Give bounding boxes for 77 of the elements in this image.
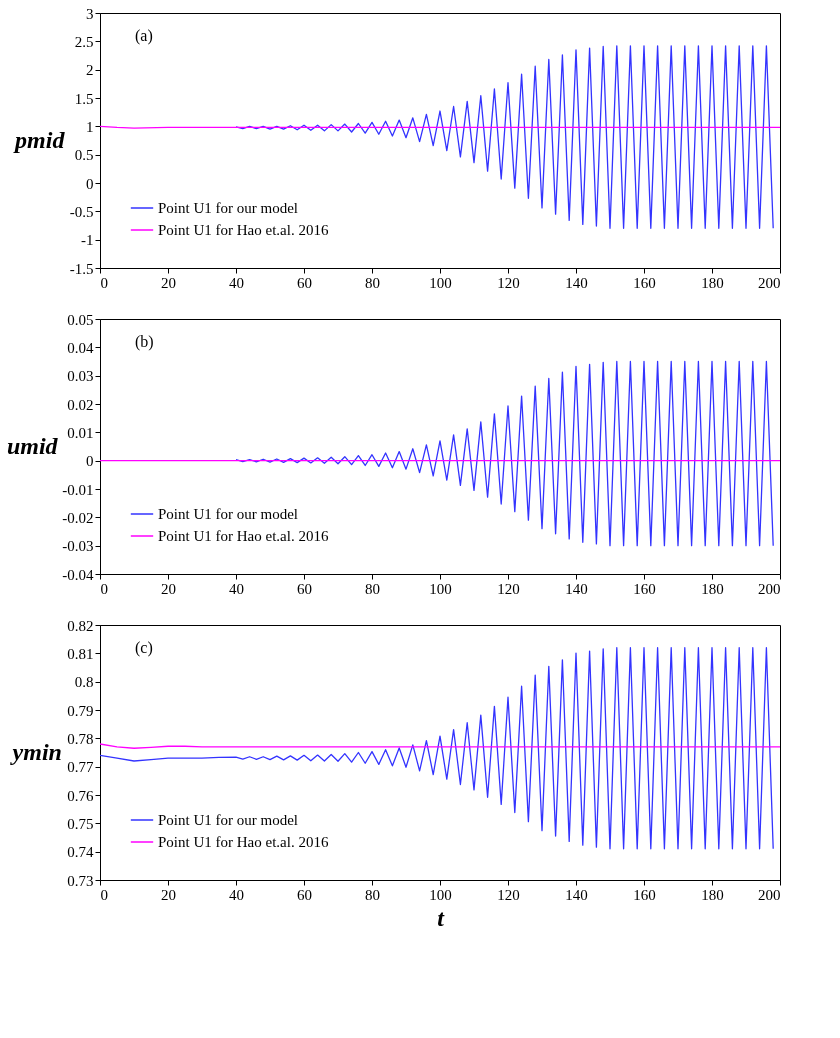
x-tick-label: 20 — [161, 886, 176, 903]
y-tick-label: 0.04 — [67, 339, 94, 356]
y-tick-label: 0.77 — [67, 759, 94, 776]
y-axis-title: umid — [6, 433, 59, 459]
annotation: (c) — [135, 639, 153, 657]
y-tick-label: 0.73 — [67, 872, 94, 889]
x-tick-label: 120 — [497, 580, 520, 597]
y-tick-label: 0.8 — [74, 674, 94, 691]
y-tick-label: 0.74 — [67, 844, 94, 861]
x-tick-label: 140 — [565, 274, 588, 291]
y-tick-label: 0.01 — [67, 424, 94, 441]
y-tick-label: 0.78 — [67, 730, 94, 747]
legend-label: Point U1 for our model — [158, 200, 298, 216]
x-tick-label: 180 — [701, 886, 724, 903]
x-tick-label: 60 — [297, 274, 312, 291]
y-tick-label: 0.05 — [67, 311, 94, 328]
line-series — [235, 360, 774, 547]
y-axis-title: ymin — [9, 739, 62, 765]
y-tick-label: 0.02 — [67, 396, 94, 413]
x-tick-label: 100 — [429, 580, 452, 597]
y-tick-label: -0.02 — [62, 509, 94, 526]
x-tick-label: 120 — [497, 274, 520, 291]
legend-label: Point U1 for Hao et.al. 2016 — [158, 528, 329, 544]
y-tick-label: 0.03 — [67, 368, 94, 385]
annotation: (b) — [135, 333, 154, 351]
x-tick-label: 160 — [633, 580, 656, 597]
y-tick-label: 1 — [86, 118, 94, 135]
y-tick-label: -1.5 — [69, 260, 94, 277]
legend-label: Point U1 for Hao et.al. 2016 — [158, 834, 329, 850]
x-tick-label: 100 — [429, 886, 452, 903]
x-tick-label: 200 — [758, 886, 781, 903]
y-tick-label: 0.76 — [67, 787, 94, 804]
x-tick-label: 80 — [365, 274, 380, 291]
x-tick-label: 60 — [297, 580, 312, 597]
y-tick-label: 3 — [86, 5, 94, 22]
y-tick-label: 0.81 — [67, 645, 94, 662]
x-tick-label: 80 — [365, 580, 380, 597]
x-axis-title: t — [437, 904, 446, 931]
x-tick-label: 0 — [100, 580, 108, 597]
y-tick-label: -0.5 — [69, 203, 94, 220]
y-tick-label: 0.75 — [67, 815, 94, 832]
x-tick-label: 20 — [161, 274, 176, 291]
y-tick-label: -0.01 — [62, 481, 94, 498]
x-tick-label: 200 — [758, 580, 781, 597]
legend-label: Point U1 for our model — [158, 506, 298, 522]
x-tick-label: 80 — [365, 886, 380, 903]
y-tick-label: -0.03 — [62, 538, 94, 555]
x-tick-label: 140 — [565, 886, 588, 903]
x-tick-label: 60 — [297, 886, 312, 903]
x-tick-label: 180 — [701, 580, 724, 597]
x-tick-label: 40 — [229, 274, 244, 291]
y-tick-label: 1.5 — [74, 90, 94, 107]
y-axis-title: pmid — [13, 127, 66, 153]
x-tick-label: 180 — [701, 274, 724, 291]
x-tick-label: 40 — [229, 886, 244, 903]
annotation: (a) — [135, 27, 153, 45]
x-tick-label: 140 — [565, 580, 588, 597]
x-tick-label: 160 — [633, 274, 656, 291]
y-tick-label: 0.5 — [74, 147, 94, 164]
legend-label: Point U1 for our model — [158, 812, 298, 828]
y-tick-label: -1 — [81, 232, 94, 249]
x-tick-label: 0 — [100, 274, 108, 291]
y-tick-label: 0.82 — [67, 617, 94, 634]
x-tick-label: 120 — [497, 886, 520, 903]
y-tick-label: 2 — [86, 62, 94, 79]
y-tick-label: 2.5 — [74, 33, 94, 50]
x-tick-label: 200 — [758, 274, 781, 291]
y-tick-label: 0 — [86, 453, 94, 470]
x-tick-label: 160 — [633, 886, 656, 903]
y-tick-label: 0 — [86, 175, 94, 192]
x-tick-label: 40 — [229, 580, 244, 597]
x-tick-label: 20 — [161, 580, 176, 597]
x-tick-label: 100 — [429, 274, 452, 291]
y-tick-label: -0.04 — [62, 566, 94, 583]
y-tick-label: 0.79 — [67, 702, 94, 719]
legend-label: Point U1 for Hao et.al. 2016 — [158, 222, 329, 238]
x-tick-label: 0 — [100, 886, 108, 903]
